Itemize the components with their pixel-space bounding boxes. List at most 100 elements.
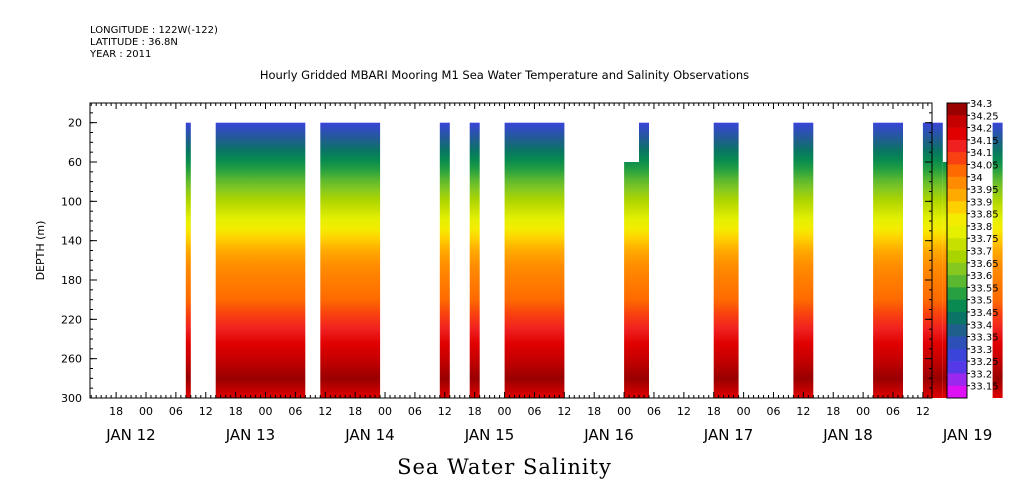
data-block — [873, 122, 903, 398]
colorbar-label: 33.95 — [970, 185, 999, 196]
xtick-label: 00 — [378, 405, 392, 418]
colorbar-swatch — [947, 287, 967, 300]
latitude-label: LATITUDE : 36.8N — [90, 37, 178, 48]
colorbar-swatch — [947, 164, 967, 178]
xtick-label: 00 — [856, 405, 870, 418]
xtick-label: 12 — [916, 405, 930, 418]
colorbar-swatch — [947, 189, 967, 202]
xtick-label: 06 — [527, 405, 541, 418]
xtick-label: 00 — [737, 405, 751, 418]
colorbar-label: 33.4 — [970, 320, 992, 331]
colorbar-label: 33.9 — [970, 197, 992, 208]
xtick-label: 18 — [109, 405, 123, 418]
data-block — [793, 122, 814, 398]
data-block — [624, 162, 639, 398]
colorbar-label: 33.3 — [970, 345, 992, 356]
data-block — [713, 122, 739, 398]
colorbar-label: 33.45 — [970, 308, 999, 319]
axes: 20 60 100 140 180 220 260 300 DEPTH (m) 18 00 06 12 1… — [34, 102, 993, 444]
date-label: JAN 18 — [822, 426, 873, 444]
xtick-label: 00 — [617, 405, 631, 418]
colorbar-swatch — [947, 373, 967, 387]
colorbar-label: 33.65 — [970, 259, 999, 270]
xtick-label: 06 — [886, 405, 900, 418]
date-label: JAN 12 — [105, 426, 156, 444]
colorbar-swatch — [947, 238, 967, 251]
colorbar-label: 33.7 — [970, 247, 992, 258]
date-label: JAN 16 — [583, 426, 634, 444]
ytick-label: 300 — [61, 392, 82, 405]
ytick-label: 260 — [61, 353, 82, 366]
date-label: JAN 13 — [225, 426, 276, 444]
data-block — [320, 122, 381, 398]
xtick-label: 00 — [139, 405, 153, 418]
plot-area — [185, 122, 1003, 398]
colorbar-label: 33.8 — [970, 222, 992, 233]
colorbar-label: 34.3 — [970, 99, 992, 110]
xtick-label: 18 — [707, 405, 721, 418]
year-label: YEAR : 2011 — [90, 49, 152, 60]
colorbar-swatch — [947, 103, 967, 116]
colorbar-label: 34.15 — [970, 136, 999, 147]
data-block — [439, 122, 450, 398]
colorbar-swatch — [947, 201, 967, 214]
colorbar-label: 33.6 — [970, 271, 992, 282]
date-label: JAN 15 — [464, 426, 515, 444]
xtick-label: 18 — [348, 405, 362, 418]
ylabel: DEPTH (m) — [34, 221, 47, 281]
xtick-label: 06 — [647, 405, 661, 418]
data-block — [215, 122, 306, 398]
colorbar-label: 33.75 — [970, 234, 999, 245]
data-block — [185, 122, 191, 398]
ytick-label: 20 — [68, 117, 82, 130]
colorbar-label: 33.55 — [970, 283, 999, 294]
colorbar-label: 34 — [970, 173, 983, 184]
colorbar-swatch — [947, 336, 967, 350]
colorbar-swatch — [947, 115, 967, 128]
colorbar-swatch — [947, 385, 967, 399]
colorbar-swatch — [947, 311, 967, 325]
colorbar-swatch — [947, 348, 967, 362]
xtick-label: 18 — [587, 405, 601, 418]
colorbar-label: 33.2 — [970, 369, 992, 380]
colorbar-label: 33.35 — [970, 333, 999, 344]
colorbar-label: 33.85 — [970, 210, 999, 221]
colorbar-swatch — [947, 250, 967, 264]
longitude-label: LONGITUDE : 122W(-122) — [90, 25, 218, 36]
colorbar-swatch — [947, 361, 967, 374]
xtick-label: 06 — [169, 405, 183, 418]
date-label: JAN 17 — [703, 426, 754, 444]
ytick-label: 180 — [61, 274, 82, 287]
xtick-label: 18 — [468, 405, 482, 418]
ytick-label: 60 — [68, 156, 82, 169]
colorbar-swatch — [947, 299, 967, 313]
xtick-label: 18 — [229, 405, 243, 418]
colorbar-swatch — [947, 262, 967, 276]
colorbar-swatch — [947, 152, 967, 165]
colorbar-label: 34.2 — [970, 124, 992, 135]
xtick-label: 12 — [677, 405, 691, 418]
colorbar-swatch — [947, 275, 967, 288]
colorbar-swatch — [947, 127, 967, 141]
data-block — [504, 122, 565, 398]
xtick-label: 12 — [438, 405, 452, 418]
data-block — [992, 122, 1003, 398]
xtick-label: 00 — [498, 405, 512, 418]
data-block — [469, 122, 480, 398]
colorbar-swatch — [947, 176, 967, 190]
colorbar-swatch — [947, 139, 967, 153]
xtick-label: 12 — [557, 405, 571, 418]
data-block — [639, 122, 649, 398]
colorbar-label: 33.5 — [970, 296, 992, 307]
date-label: JAN 14 — [344, 426, 395, 444]
xtick-label: 18 — [826, 405, 840, 418]
date-label: JAN 19 — [942, 426, 993, 444]
colorbar-label: 34.25 — [970, 111, 999, 122]
xtick-label: 12 — [318, 405, 332, 418]
xtick-label: 06 — [766, 405, 780, 418]
xtick-label: 12 — [199, 405, 213, 418]
colorbar-swatch — [947, 213, 967, 227]
data-block — [922, 122, 943, 398]
